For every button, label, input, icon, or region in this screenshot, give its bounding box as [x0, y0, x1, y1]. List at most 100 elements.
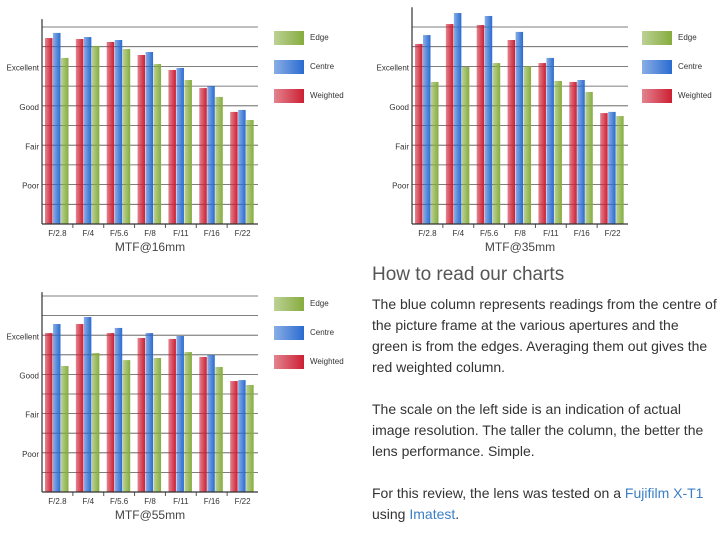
y-tick-label: Good	[19, 103, 39, 112]
legend-swatch	[274, 355, 304, 369]
y-tick-label: Fair	[395, 142, 409, 151]
legend-swatch	[642, 31, 672, 45]
bar	[83, 316, 92, 492]
bar	[45, 38, 53, 225]
bar	[230, 381, 238, 492]
bar	[122, 49, 131, 225]
y-tick-label: Poor	[22, 182, 39, 191]
bar	[246, 119, 254, 224]
legend-swatch	[274, 89, 304, 103]
bar	[153, 64, 162, 224]
paragraph: The blue column represents readings from…	[372, 296, 717, 375]
bar	[45, 333, 53, 492]
bar	[168, 338, 176, 492]
bar	[91, 45, 100, 224]
bar	[616, 116, 624, 224]
bar	[53, 32, 61, 224]
bar	[114, 327, 123, 492]
legend-label: Edge	[310, 299, 329, 308]
bar	[608, 111, 616, 224]
legend-label: Weighted	[678, 91, 712, 100]
x-tick-label: F/8	[144, 497, 156, 506]
bar	[453, 13, 462, 224]
x-tick-label: F/2.8	[48, 497, 67, 506]
bar	[207, 354, 215, 492]
legend-swatch	[274, 326, 304, 340]
bar	[246, 384, 254, 492]
bar	[238, 380, 246, 492]
paragraph: The scale on the left side is an indicat…	[372, 401, 704, 459]
bar	[577, 79, 585, 224]
bar	[492, 63, 501, 225]
text: .	[455, 506, 460, 522]
x-axis-label: MTF@35mm	[485, 240, 555, 254]
x-tick-label: F/11	[173, 497, 189, 506]
y-tick-label: Excellent	[377, 64, 410, 73]
bar	[145, 52, 154, 225]
charts: Poor Fair Good Excellent Edge Centre Weighted F…	[7, 7, 712, 522]
bar	[199, 356, 207, 492]
bar	[153, 357, 162, 492]
bar	[106, 41, 115, 224]
x-tick-label: F/4	[83, 497, 95, 506]
bar	[215, 366, 223, 492]
x-tick-label: F/5.6	[480, 229, 499, 238]
bar	[137, 54, 146, 224]
bar	[415, 43, 423, 224]
bar	[230, 111, 238, 224]
bar	[176, 335, 184, 492]
bar	[600, 113, 608, 224]
x-tick-label: F/22	[605, 229, 622, 238]
bar	[423, 35, 431, 225]
bar	[184, 79, 192, 224]
article: How to read our charts The blue column r…	[372, 262, 717, 546]
x-tick-label: F/4	[83, 229, 95, 238]
bar	[238, 109, 246, 224]
y-tick-label: Poor	[392, 182, 409, 191]
bar	[91, 353, 100, 492]
bar	[53, 324, 61, 492]
x-tick-label: F/22	[235, 229, 252, 238]
text: For this review, the lens was tested on …	[372, 485, 625, 501]
bar	[122, 360, 131, 492]
bar	[145, 333, 154, 492]
bar	[207, 86, 215, 224]
x-tick-label: F/5.6	[110, 497, 129, 506]
legend-swatch	[642, 89, 672, 103]
legend-label: Edge	[310, 33, 329, 42]
legend-swatch	[274, 297, 304, 311]
y-tick-label: Good	[19, 372, 39, 381]
bar	[554, 80, 562, 224]
legend-swatch	[274, 31, 304, 45]
bar	[585, 92, 593, 224]
legend-swatch	[274, 60, 304, 74]
x-axis-label: MTF@55mm	[115, 508, 185, 522]
legend-label: Weighted	[310, 91, 344, 100]
bar	[445, 24, 454, 225]
bar	[176, 67, 184, 224]
bar	[199, 88, 207, 224]
link[interactable]: Fujifilm X-T1	[624, 485, 704, 501]
bar	[114, 40, 123, 224]
y-tick-label: Good	[389, 103, 409, 112]
legend-label: Centre	[310, 62, 335, 71]
bar	[75, 324, 84, 492]
y-tick-label: Fair	[25, 411, 39, 420]
link[interactable]: Imatest	[409, 506, 456, 522]
y-tick-label: Fair	[25, 142, 39, 151]
x-tick-label: F/16	[204, 229, 221, 238]
x-tick-label: F/4	[453, 229, 465, 238]
bar	[215, 96, 223, 224]
bar	[106, 333, 115, 492]
bar	[523, 66, 532, 224]
bar	[75, 39, 84, 224]
x-tick-label: F/8	[514, 229, 526, 238]
bar	[507, 40, 516, 224]
x-tick-label: F/2.8	[418, 229, 437, 238]
x-tick-label: F/5.6	[110, 229, 129, 238]
heading: How to read our charts	[372, 264, 565, 285]
bar	[461, 66, 470, 224]
x-tick-label: F/16	[204, 497, 221, 506]
page: Poor Fair Good Excellent Edge Centre Weighted F…	[6, 7, 717, 523]
legend-label: Centre	[310, 328, 335, 337]
